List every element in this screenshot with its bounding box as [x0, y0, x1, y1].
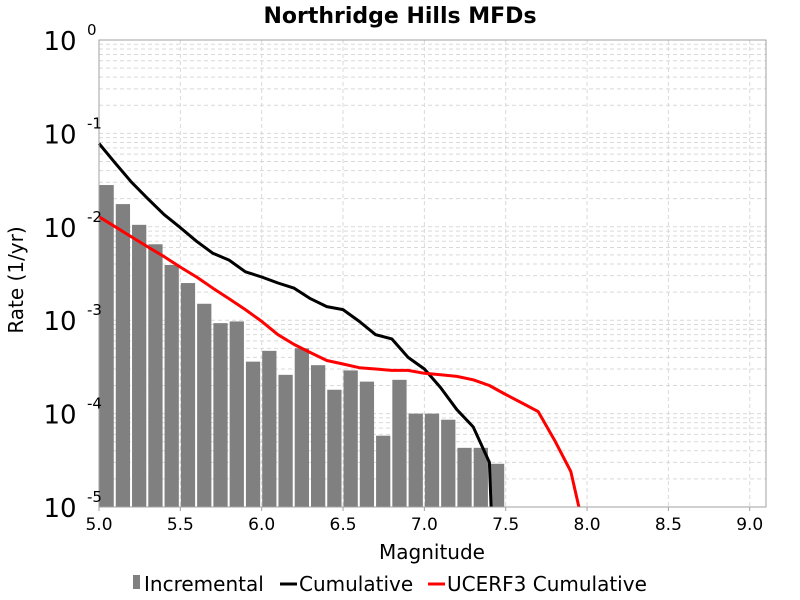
incremental-bar [278, 374, 293, 507]
incremental-bar [376, 435, 391, 507]
chart-title: Northridge Hills MFDs [263, 4, 536, 29]
y-axis-label: Rate (1/yr) [4, 226, 28, 333]
y-tick-label-exponent: -3 [87, 301, 102, 319]
y-tick-label-base: 10 [43, 307, 76, 337]
ucerf3-cumulative-line [98, 215, 581, 508]
y-ticks: 10 0 10 -1 10 -2 10 -3 10 -4 10 -5 [43, 21, 102, 524]
incremental-bar [408, 413, 423, 507]
x-ticks: 5.0 5.5 6.0 6.5 7.0 7.5 8.0 8.5 9.0 [85, 507, 763, 535]
y-tick-label-base: 10 [43, 27, 76, 57]
incremental-bar [229, 321, 244, 507]
x-tick-label: 8.0 [574, 515, 601, 535]
y-tick-label-base: 10 [43, 214, 76, 244]
incremental-bar [327, 389, 342, 507]
y-tick-label-exponent: -1 [87, 114, 102, 132]
x-tick-label: 5.0 [85, 515, 112, 535]
legend-swatch-incremental [133, 575, 140, 589]
x-tick-label: 6.0 [248, 515, 275, 535]
x-tick-label: 7.5 [492, 515, 519, 535]
y-tick-label-base: 10 [43, 401, 76, 431]
incremental-bars [99, 185, 505, 507]
incremental-bar [457, 447, 472, 507]
y-tick-label-base: 10 [43, 120, 76, 150]
plot-frame [98, 39, 767, 508]
x-tick-label: 7.0 [411, 515, 438, 535]
incremental-bar [132, 224, 147, 507]
incremental-bar [148, 244, 163, 507]
incremental-bar [245, 361, 261, 507]
incremental-bar [99, 185, 114, 507]
incremental-bar [262, 350, 277, 507]
y-tick-label-base: 10 [43, 494, 76, 524]
incremental-bar [424, 413, 440, 507]
incremental-bar [213, 323, 228, 507]
cumulative-line [97, 142, 493, 508]
incremental-bar [392, 379, 407, 507]
incremental-bar [441, 419, 456, 507]
x-axis-label: Magnitude [379, 540, 485, 564]
y-tick-label-exponent: -4 [87, 395, 102, 413]
incremental-bar [359, 381, 375, 507]
incremental-bar [310, 365, 326, 507]
incremental-bar [197, 303, 212, 507]
incremental-bar [473, 447, 488, 507]
incremental-bar [343, 370, 358, 507]
incremental-bar [164, 264, 179, 507]
incremental-bar [489, 463, 505, 507]
x-tick-label: 8.5 [655, 515, 682, 535]
y-tick-label-exponent: -5 [87, 488, 102, 506]
legend-label: UCERF3 Cumulative [447, 572, 647, 596]
legend-label: Cumulative [299, 572, 413, 596]
y-tick-label-exponent: -2 [87, 208, 102, 226]
x-tick-label: 9.0 [736, 515, 763, 535]
x-tick-label: 5.5 [167, 515, 194, 535]
x-tick-label: 6.5 [330, 515, 357, 535]
grid [98, 40, 766, 508]
legend-label: Incremental [144, 572, 264, 596]
y-tick-label-exponent: 0 [87, 21, 97, 39]
legend: Incremental Cumulative UCERF3 Cumulative [133, 572, 647, 596]
incremental-bar [294, 348, 309, 507]
incremental-bar [115, 204, 131, 507]
incremental-bar [180, 283, 196, 507]
